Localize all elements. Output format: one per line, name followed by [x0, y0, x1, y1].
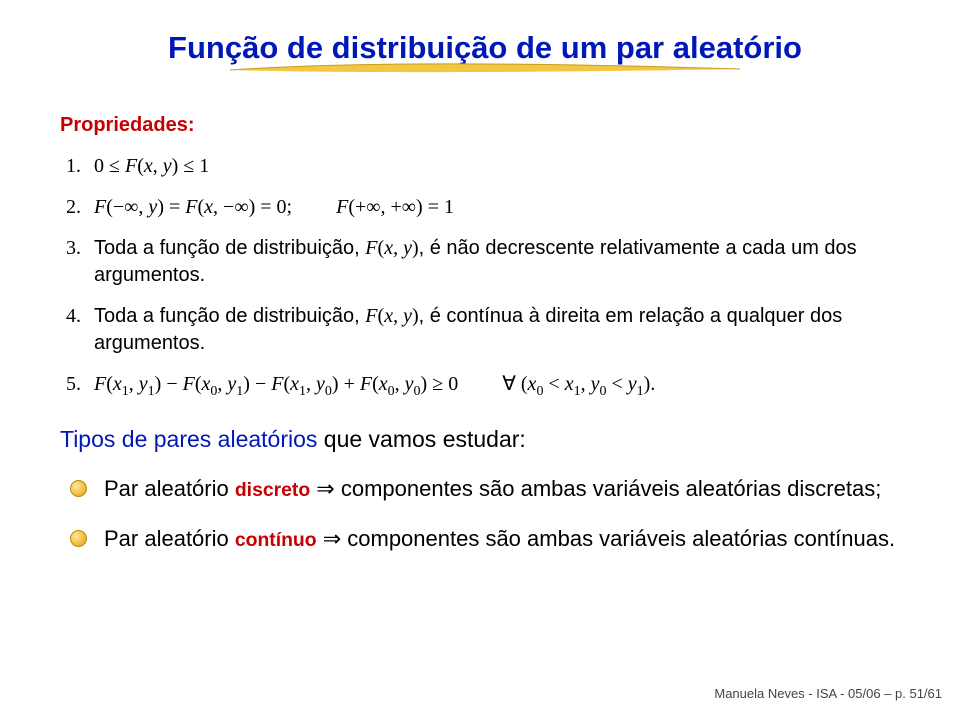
property-item: 3. Toda a função de distribuição, F(x, y… [94, 235, 910, 289]
property-item: 4. Toda a função de distribuição, F(x, y… [94, 303, 910, 357]
item-number: 2. [66, 194, 81, 221]
bullet-keyword: contínuo [235, 529, 317, 551]
property-item: 2. F(−∞, y) = F(x, −∞) = 0;F(+∞, +∞) = 1 [94, 194, 910, 221]
item-number: 3. [66, 235, 81, 262]
bullet-pre: Par aleatório [104, 476, 235, 501]
property-item: 1. 0 ≤ F(x, y) ≤ 1 [94, 153, 910, 180]
bullet-post: ⇒ componentes são ambas variáveis aleató… [317, 526, 896, 551]
title-block: Função de distribuição de um par aleatór… [60, 30, 910, 76]
bullet-keyword: discreto [235, 479, 310, 501]
properties-label: Propriedades: [60, 114, 910, 137]
item-content: Toda a função de distribuição, F(x, y), … [94, 305, 842, 354]
item-number: 4. [66, 303, 81, 330]
intro-highlight: Tipos de pares aleatórios [60, 426, 317, 452]
property-item: 5. F(x1, y1) − F(x0, y1) − F(x1, y0) + F… [94, 371, 910, 398]
item-number: 1. [66, 153, 81, 180]
intro-rest: que vamos estudar: [317, 426, 525, 452]
intro-line: Tipos de pares aleatórios que vamos estu… [60, 424, 910, 455]
properties-list: 1. 0 ≤ F(x, y) ≤ 1 2. F(−∞, y) = F(x, −∞… [60, 153, 910, 398]
bullet-item: Par aleatório discreto ⇒ componentes são… [104, 473, 910, 505]
swoosh-fill [230, 64, 740, 72]
bullet-post: ⇒ componentes são ambas variáveis aleató… [310, 476, 881, 501]
item-content: F(−∞, y) = F(x, −∞) = 0;F(+∞, +∞) = 1 [94, 196, 454, 218]
bullet-pre: Par aleatório [104, 526, 235, 551]
item-number: 5. [66, 371, 81, 398]
title-underline-swoosh [225, 60, 745, 76]
slide-footer: Manuela Neves - ISA - 05/06 – p. 51/61 [714, 686, 942, 701]
item-content: F(x1, y1) − F(x0, y1) − F(x1, y0) + F(x0… [94, 373, 655, 395]
item-content: Toda a função de distribuição, F(x, y), … [94, 237, 857, 286]
item-content: 0 ≤ F(x, y) ≤ 1 [94, 155, 209, 177]
bullet-item: Par aleatório contínuo ⇒ componentes são… [104, 523, 910, 555]
bullet-list: Par aleatório discreto ⇒ componentes são… [60, 473, 910, 555]
